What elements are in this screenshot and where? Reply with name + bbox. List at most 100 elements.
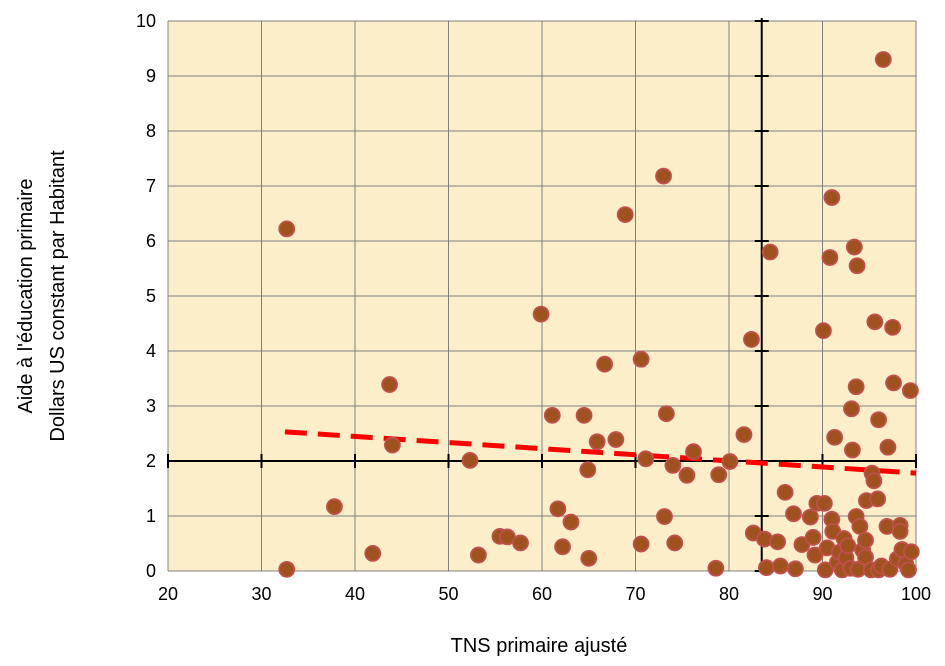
data-point [383, 436, 401, 454]
data-point [381, 376, 398, 393]
data-point [801, 508, 819, 526]
data-point [865, 472, 883, 490]
data-point [869, 490, 887, 508]
data-point [857, 531, 874, 549]
data-point [326, 498, 343, 516]
data-point [848, 257, 866, 275]
y-tick-label: 5 [146, 286, 156, 306]
data-point [580, 549, 598, 567]
x-tick-label: 80 [719, 584, 739, 604]
y-tick-label: 10 [136, 11, 156, 31]
data-point [845, 238, 863, 256]
data-point [678, 466, 696, 484]
data-point [901, 382, 919, 400]
reference-lines [167, 18, 917, 572]
y-tick-labels: 0 1 2 3 4 5 6 7 8 9 10 [136, 11, 156, 581]
data-point [364, 545, 382, 562]
data-point [549, 500, 567, 518]
x-tick-label: 90 [812, 584, 832, 604]
y-tick-label: 2 [146, 451, 156, 471]
data-point [826, 428, 844, 446]
data-point [776, 483, 794, 501]
data-point [823, 189, 841, 206]
data-point [866, 313, 884, 331]
data-point [616, 206, 634, 224]
data-point [554, 538, 571, 556]
data-point [902, 543, 920, 561]
data-point [710, 466, 728, 484]
data-point [839, 537, 857, 555]
data-point [786, 560, 804, 578]
data-point [532, 305, 550, 323]
data-point [821, 249, 839, 266]
data-point [657, 405, 675, 423]
y-axis-title-line1: Aide à l'éducation primaire [15, 178, 37, 413]
data-point [815, 494, 833, 512]
y-tick-label: 7 [146, 176, 156, 196]
x-axis-title: TNS primaire ajusté [451, 635, 628, 657]
x-tick-label: 100 [901, 584, 931, 604]
data-point [656, 508, 673, 525]
data-point [562, 513, 580, 531]
data-point [470, 546, 487, 564]
data-point [707, 559, 725, 577]
data-point [575, 406, 593, 424]
x-tick-label: 70 [625, 584, 645, 604]
x-tick-label: 60 [532, 584, 552, 604]
x-tick-labels: 20 30 40 50 60 70 80 90 100 [158, 584, 931, 604]
data-point [685, 443, 702, 461]
data-point [607, 431, 625, 448]
x-tick-label: 50 [438, 584, 458, 604]
data-point [743, 331, 760, 348]
data-point [900, 561, 917, 579]
data-point [806, 546, 824, 564]
data-point [632, 535, 650, 553]
y-tick-label: 6 [146, 231, 156, 251]
data-point [870, 411, 887, 429]
data-point [735, 426, 753, 444]
data-point [891, 523, 909, 540]
data-point [769, 533, 787, 551]
x-tick-label: 30 [251, 584, 271, 604]
data-point [847, 378, 865, 396]
y-tick-label: 9 [146, 66, 156, 86]
x-tick-label: 40 [345, 584, 365, 604]
data-point [884, 318, 902, 336]
data-point [637, 450, 655, 468]
y-axis-title-line2: Dollars US constant par Habitant [47, 150, 69, 442]
data-point [588, 433, 606, 451]
data-point [278, 560, 296, 578]
data-point [874, 51, 892, 68]
y-tick-label: 4 [146, 341, 156, 361]
data-point [816, 561, 834, 579]
data-point [844, 441, 861, 459]
data-point [461, 452, 479, 469]
data-point [721, 453, 739, 470]
y-tick-label: 0 [146, 561, 156, 581]
data-point [843, 400, 860, 418]
data-point [512, 534, 529, 552]
data-point [772, 557, 789, 575]
data-point [596, 355, 614, 373]
data-point [543, 406, 561, 424]
y-tick-label: 1 [146, 506, 156, 526]
data-point [761, 243, 779, 261]
x-tick-label: 20 [158, 584, 178, 604]
data-point [804, 529, 822, 546]
data-point [579, 461, 597, 479]
data-points [278, 51, 920, 579]
data-point [278, 220, 296, 238]
data-point [851, 518, 869, 535]
data-point [879, 438, 897, 456]
data-point [885, 374, 902, 392]
y-tick-label: 8 [146, 121, 156, 141]
data-point [815, 322, 832, 340]
data-point [666, 534, 684, 552]
data-point [632, 350, 650, 368]
y-tick-label: 3 [146, 396, 156, 416]
data-point [664, 456, 682, 474]
data-point [758, 559, 775, 577]
data-point [655, 167, 672, 185]
data-point [785, 505, 802, 523]
